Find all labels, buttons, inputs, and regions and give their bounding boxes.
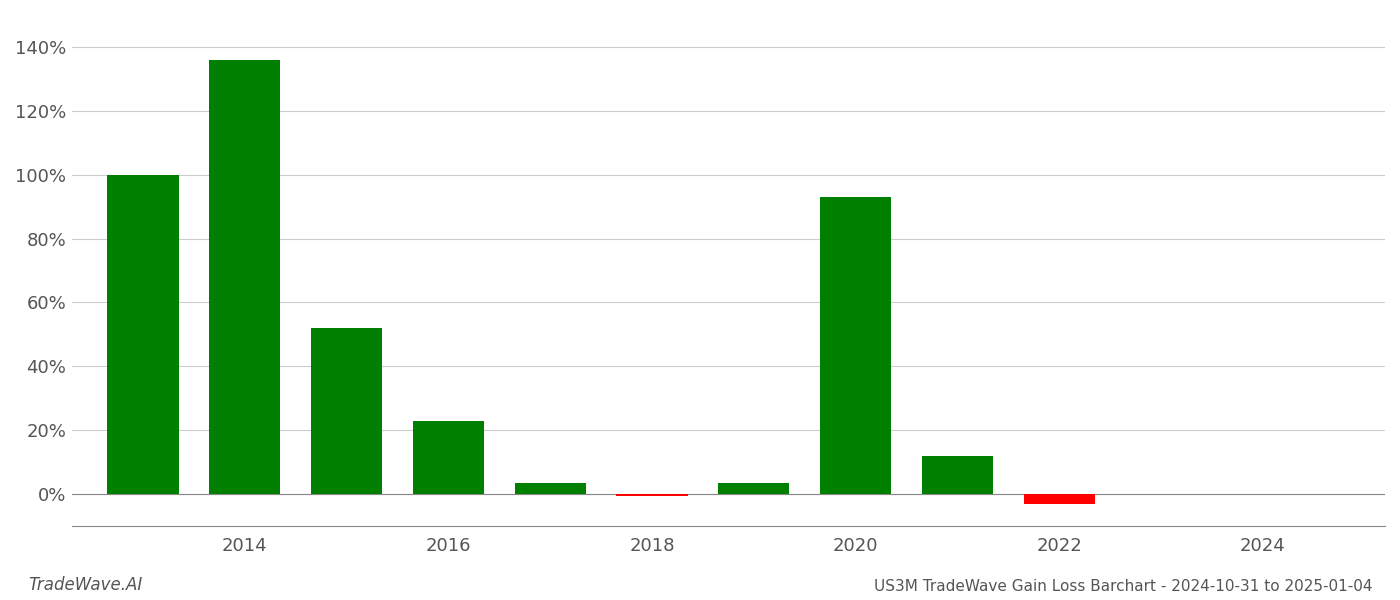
Bar xyxy=(311,328,382,494)
Bar xyxy=(1023,494,1095,503)
Bar xyxy=(515,483,585,494)
Bar xyxy=(616,494,687,496)
Bar xyxy=(921,455,993,494)
Bar xyxy=(718,483,790,494)
Text: TradeWave.AI: TradeWave.AI xyxy=(28,576,143,594)
Bar xyxy=(413,421,484,494)
Bar xyxy=(209,60,280,494)
Bar xyxy=(108,175,179,494)
Text: US3M TradeWave Gain Loss Barchart - 2024-10-31 to 2025-01-04: US3M TradeWave Gain Loss Barchart - 2024… xyxy=(874,579,1372,594)
Bar xyxy=(820,197,892,494)
